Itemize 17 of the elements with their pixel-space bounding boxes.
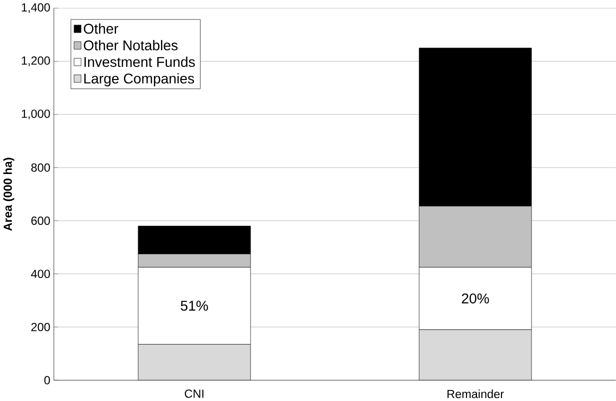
y-tick-label: 1,000 [22,109,50,120]
legend-label: Other Notables [84,40,178,50]
x-tick-label: CNI [184,389,204,398]
x-tick-label: Remainder [448,389,504,398]
annotation: 51% [180,300,208,311]
y-tick-label: 400 [31,270,50,278]
legend-label: Investment Funds [84,56,195,67]
y-tick-label: 1,400 [22,3,50,13]
y-tick-label: 200 [31,322,50,331]
y-tick-label: 1,200 [22,56,50,66]
annotation: 20% [462,293,489,304]
legend-label: Other [84,23,118,34]
legend-label: Large Companies [84,72,194,86]
y-tick-label: 0 [44,376,50,384]
y-axis-title: Area (000 ha) [3,158,14,231]
y-tick-label: 600 [31,216,50,225]
y-tick-label: 800 [31,163,50,172]
